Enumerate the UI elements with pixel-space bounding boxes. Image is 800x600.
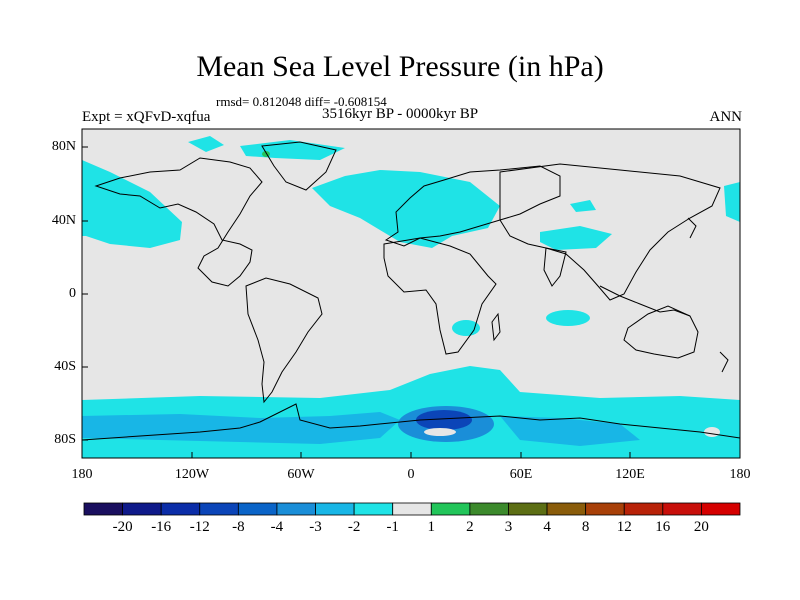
colorbar-box [122, 502, 162, 516]
colorbar-label: 3 [504, 519, 513, 535]
coast-greenland [261, 141, 337, 191]
x-label-60w: 60W [287, 467, 315, 482]
colorbar-label: -1 [386, 519, 399, 535]
colorbar-label: 12 [616, 519, 632, 535]
coast-europe [384, 165, 561, 247]
colorbar-label: 8 [581, 519, 590, 535]
colorbar-box [430, 502, 471, 516]
y-label-80n: 80N [51, 139, 76, 154]
coast-new-zealand [719, 351, 729, 373]
coast-north-america [94, 157, 263, 287]
coast-asia [499, 163, 721, 301]
colorbar-box [701, 502, 741, 516]
colorbar-label: -8 [232, 519, 245, 535]
season-label: ANN [709, 109, 743, 125]
x-label-0: 0 [407, 467, 415, 482]
colorbar-box [623, 502, 664, 516]
coast-australia [623, 305, 699, 359]
coast-south-america [245, 277, 323, 404]
anomaly-south-atlantic [452, 320, 480, 336]
x-label-180e: 180 [729, 467, 751, 482]
colorbar-box [546, 502, 587, 516]
colorbar-label: 16 [655, 519, 671, 535]
anomaly-arctic-west [188, 136, 224, 152]
stats-line: rmsd= 0.812048 diff= -0.608154 [216, 94, 387, 109]
colorbar-label: -12 [189, 519, 210, 535]
colorbar-label: -20 [112, 519, 133, 535]
colorbar-label: -4 [270, 519, 284, 535]
anomaly-east-pacific-edge [724, 182, 740, 222]
coast-africa [383, 237, 497, 355]
colorbar [83, 502, 741, 516]
coast-india [543, 247, 567, 287]
colorbar-box [662, 502, 702, 516]
coast-antarctica [82, 403, 740, 441]
colorbar-box [199, 502, 239, 516]
y-label-0: 0 [69, 286, 76, 301]
coast-southeast-asia [599, 285, 691, 317]
colorbar-label: -2 [347, 519, 361, 535]
x-label-60e: 60E [509, 467, 533, 482]
colorbar-box [160, 502, 201, 516]
anomaly-asia-band [540, 226, 612, 250]
colorbar-label: 20 [693, 519, 709, 535]
colorbar-box [237, 502, 278, 516]
colorbar-box [276, 502, 316, 516]
y-ticks [82, 146, 88, 441]
x-label-120e: 120E [615, 467, 645, 482]
x-label-120w: 120W [174, 467, 210, 482]
x-label-180w: 180 [71, 467, 93, 482]
map-title: Mean Sea Level Pressure (in hPa) [196, 50, 604, 83]
anomaly-antarctic-light-1 [424, 428, 456, 436]
colorbar-label: 1 [427, 519, 436, 535]
colorbar-box [585, 502, 625, 516]
colorbar-label: 2 [466, 519, 474, 535]
colorbar-label: -16 [151, 519, 172, 535]
anomaly-southern-ocean-mid-east [500, 416, 640, 446]
anomaly-siberia [570, 200, 596, 212]
anomaly-shading [82, 136, 740, 458]
anomaly-north-atlantic [312, 170, 500, 248]
colorbar-label: -3 [309, 519, 322, 535]
coast-madagascar [491, 312, 501, 342]
experiment-label: Expt = xQFvD-xqfua [82, 109, 211, 125]
x-ticks [81, 452, 741, 458]
y-label-40s: 40S [54, 359, 76, 374]
colorbar-label: 4 [543, 519, 551, 535]
colorbar-box [469, 502, 509, 516]
anomaly-antarctic-low-inner [416, 410, 472, 430]
colorbar-box [508, 502, 548, 516]
anomaly-antarctic-light-2 [704, 427, 720, 437]
y-label-40n: 40N [51, 213, 76, 228]
coast-japan [687, 217, 697, 239]
colorbar-box [353, 502, 394, 516]
colorbar-box [392, 502, 432, 516]
colorbar-box [83, 502, 123, 516]
coastlines [82, 141, 740, 441]
y-label-80s: 80S [54, 432, 76, 447]
period-label: 3516kyr BP - 0000kyr BP [322, 106, 479, 122]
colorbar-box [315, 502, 355, 516]
anomaly-indian-ocean [546, 310, 590, 326]
